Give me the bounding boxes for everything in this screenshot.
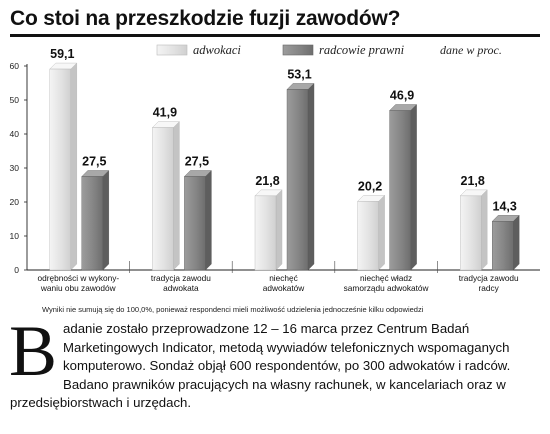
bar-radcowie-4 <box>491 214 520 271</box>
data-label: 53,1 <box>287 67 311 81</box>
bar-adwokaci-0 <box>49 62 78 271</box>
bar-front <box>286 89 309 271</box>
bar-side <box>173 121 180 271</box>
bar-radcowie-1 <box>183 170 212 271</box>
bar-side <box>275 189 283 271</box>
data-label: 27,5 <box>82 155 106 169</box>
y-tick-label: 0 <box>14 265 19 275</box>
y-tick-label: 50 <box>10 95 20 105</box>
category-label: adwokatów <box>263 283 306 293</box>
data-label: 21,8 <box>461 174 485 188</box>
category-label: radcy <box>479 283 500 293</box>
bar-front <box>492 221 514 271</box>
chart-title: Co stoi na przeszkodzie fuzji zawodów? <box>10 7 401 30</box>
data-label: 46,9 <box>390 89 414 103</box>
bar-adwokaci-4 <box>459 189 488 271</box>
data-label: 27,5 <box>185 155 209 169</box>
bar-side <box>513 214 520 271</box>
bar-side <box>378 194 385 271</box>
body-text: adanie zostało przeprowadzone 12 – 16 ma… <box>10 321 511 411</box>
data-label: 41,9 <box>153 106 177 120</box>
category-label: waniu obu zawodów <box>40 283 117 293</box>
bar-side <box>205 170 212 271</box>
category-label: samorządu adwokatów <box>344 283 430 293</box>
bar-front <box>254 195 277 271</box>
bar-front <box>49 68 71 271</box>
footnote: Wyniki nie sumują się do 100,0%, poniewa… <box>42 305 424 314</box>
category-label: adwokata <box>163 283 199 293</box>
unit-note: dane w proc. <box>440 43 502 57</box>
category-label: tradycja zawodu <box>459 273 519 283</box>
data-label: 20,2 <box>358 179 382 193</box>
bar-adwokaci-3 <box>357 194 386 271</box>
legend-adwokaci: adwokaci <box>156 43 241 57</box>
data-label: 21,8 <box>255 174 279 188</box>
y-tick-label: 30 <box>10 163 20 173</box>
bar-front <box>389 110 411 271</box>
bar-side <box>70 62 78 271</box>
bar-side <box>410 104 417 271</box>
bar-front <box>152 127 174 271</box>
bar-side <box>481 189 488 271</box>
bar-side <box>307 82 315 271</box>
y-tick-label: 10 <box>10 231 20 241</box>
bar-front <box>81 176 104 271</box>
category-label: niechęć władz <box>360 273 412 283</box>
bar-radcowie-0 <box>81 170 110 271</box>
drop-cap: B <box>9 311 58 391</box>
category-label: odrębności w wykony- <box>37 273 119 283</box>
title-rule <box>10 34 540 37</box>
bar-side <box>102 170 110 271</box>
data-label: 14,3 <box>493 199 517 213</box>
y-tick-label: 20 <box>10 197 20 207</box>
bar-radcowie-2 <box>286 82 315 271</box>
y-tick-label: 40 <box>10 129 20 139</box>
legend-label-radcowie: radcowie prawni <box>319 43 405 57</box>
bar-adwokaci-1 <box>151 121 180 271</box>
category-label: tradycja zawodu <box>151 273 211 283</box>
legend-radcowie: radcowie prawni <box>282 43 405 57</box>
bar-adwokaci-2 <box>254 189 283 271</box>
bar-front <box>184 176 206 271</box>
legend-label-adwokaci: adwokaci <box>193 43 241 57</box>
bar-front <box>460 195 482 271</box>
data-label: 59,1 <box>50 47 74 61</box>
category-label: niechęć <box>269 273 298 283</box>
legend-swatch-radcowie <box>282 44 314 56</box>
legend-swatch-adwokaci <box>156 44 188 56</box>
bar-chart: 0 10 20 30 40 50 60 59,1 27,5 odrębności w wykon… <box>10 43 540 293</box>
y-tick-label: 60 <box>10 61 20 71</box>
bar-radcowie-3 <box>389 104 418 271</box>
bar-front <box>357 201 379 271</box>
